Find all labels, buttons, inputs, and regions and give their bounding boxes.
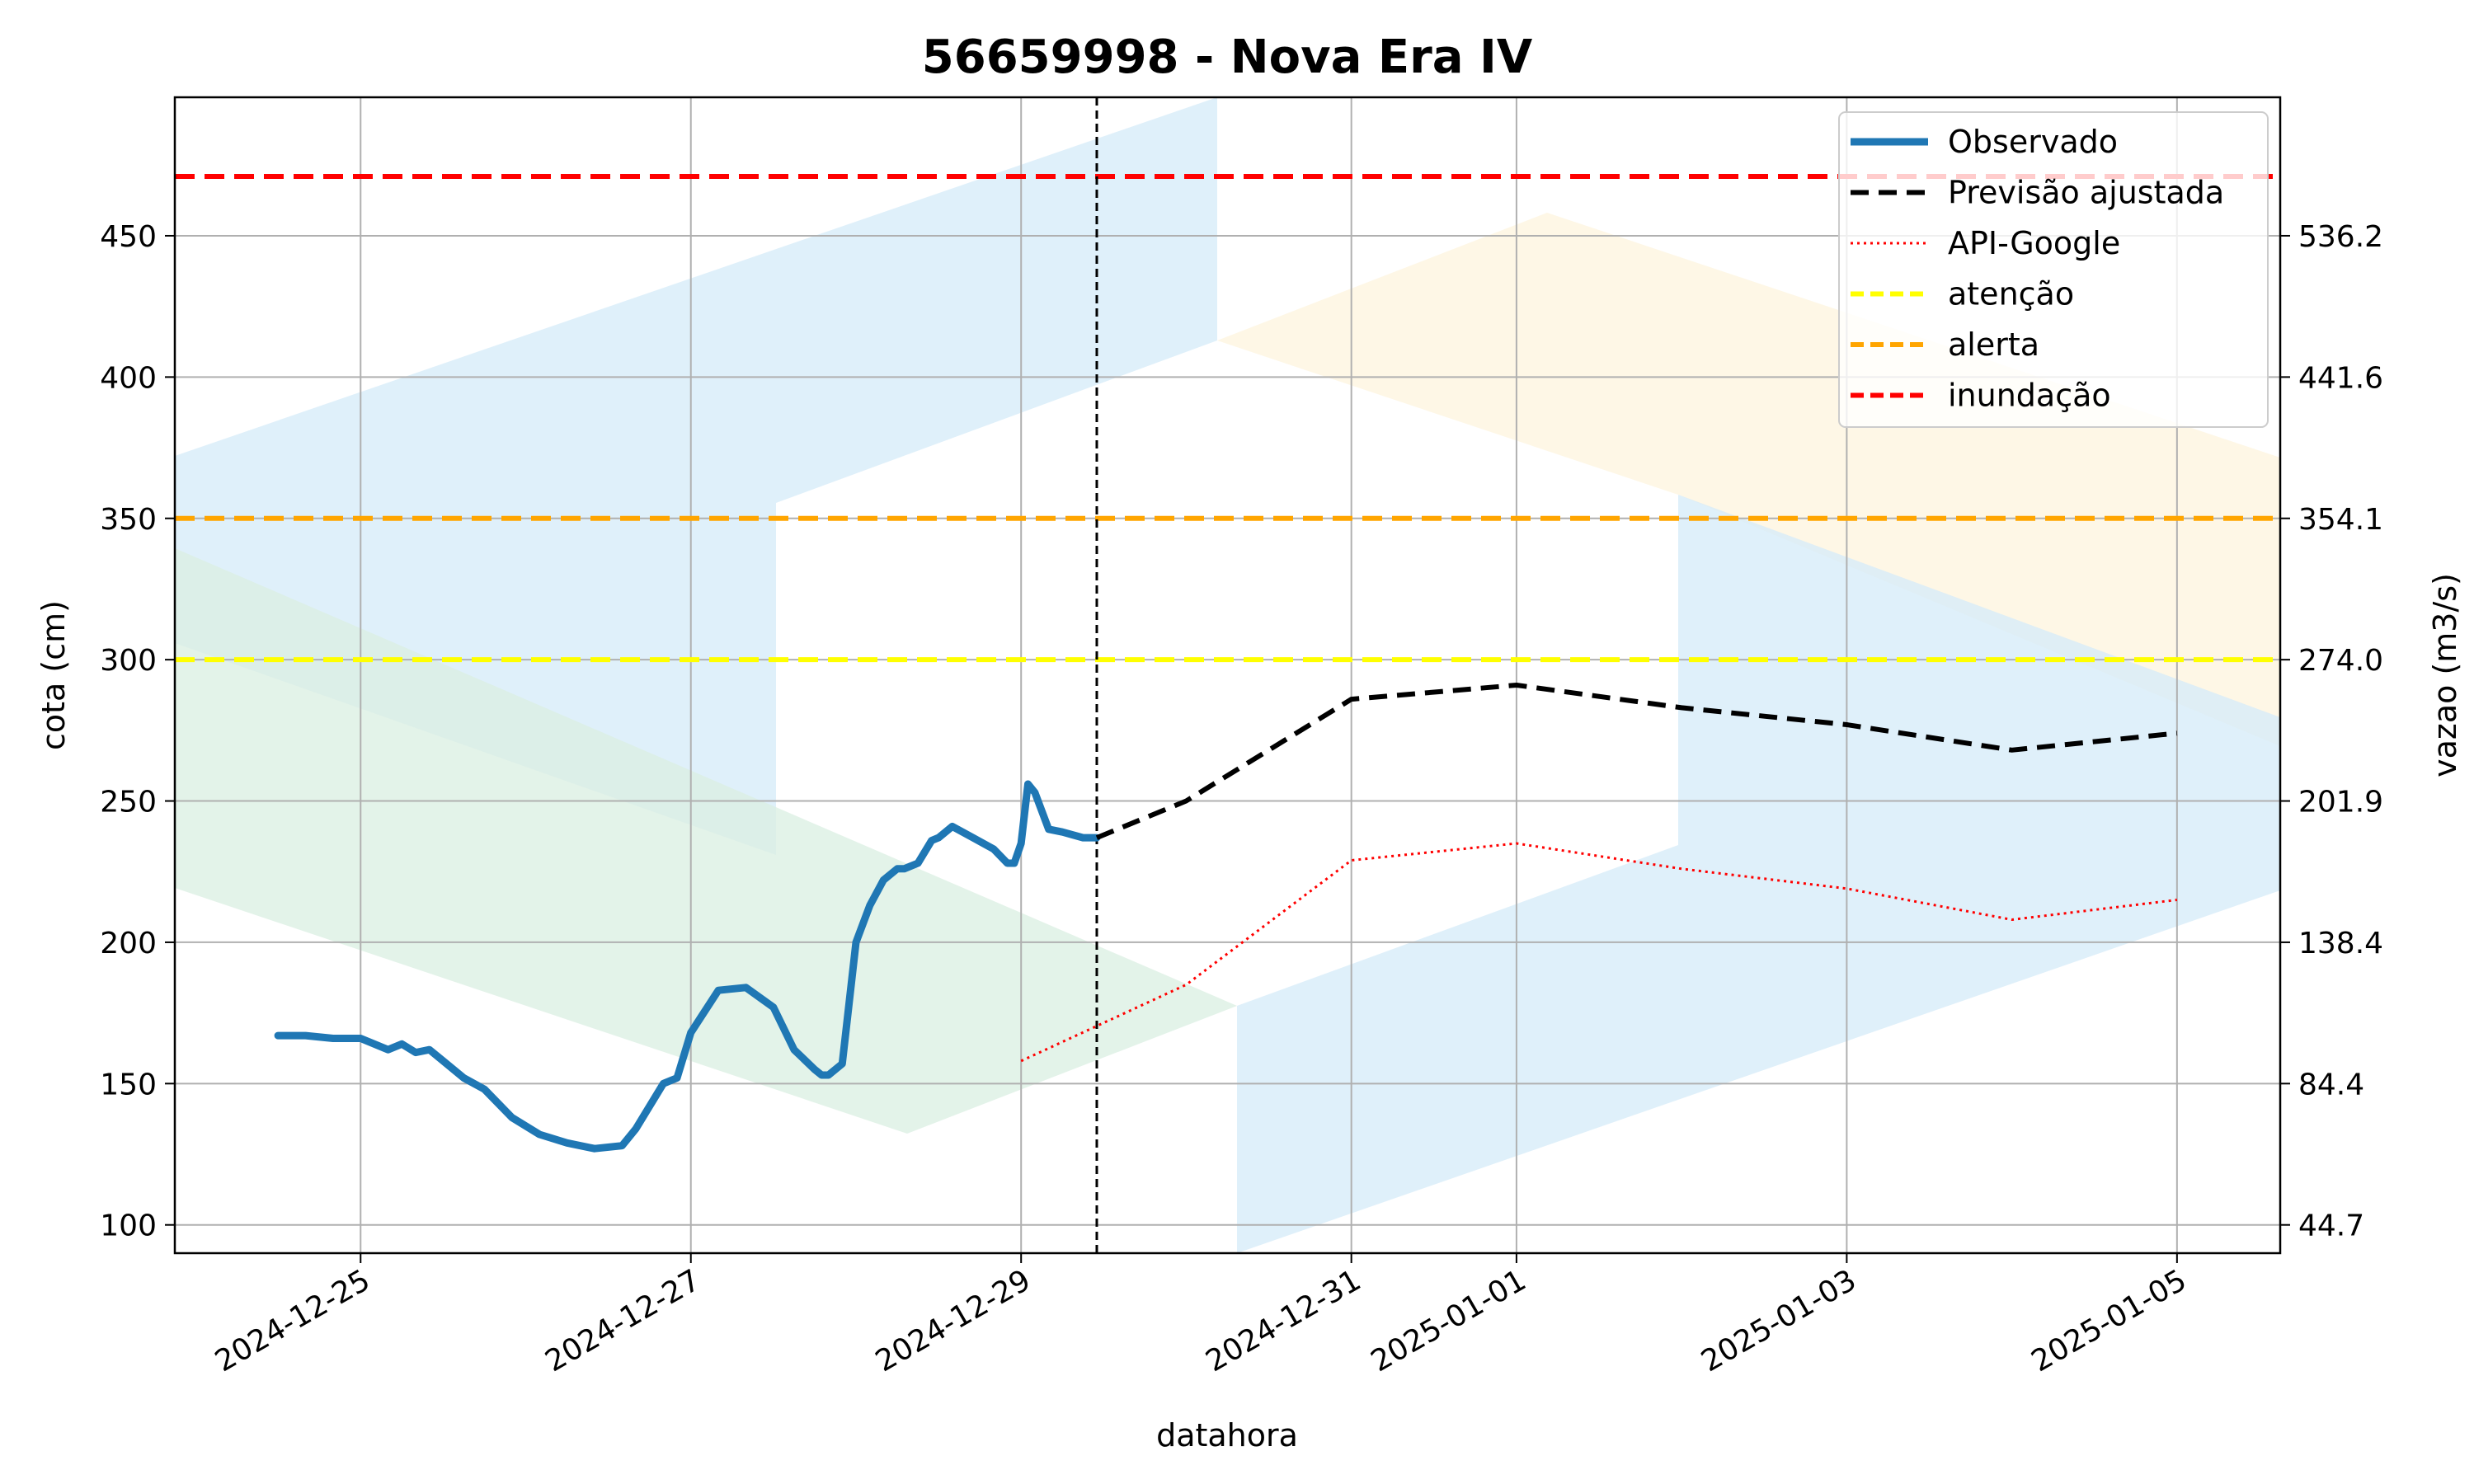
chart-title: 56659998 - Nova Era IV [922, 31, 1533, 84]
x-tick-label: 2025-01-01 [1366, 1263, 1532, 1378]
y-axis-right-label: vazao (m3/s) [2427, 573, 2463, 777]
legend-label: atenção [1948, 276, 2074, 312]
y-axis-right-ticks: 44.7 84.4 138.4 201.9 274.0 354.1 441.6 536.2 [2280, 220, 2383, 1243]
y-right-tick-label: 201.9 [2298, 786, 2383, 819]
x-axis-label: datahora [1156, 1417, 1298, 1453]
y-tick-label: 400 [100, 361, 157, 395]
plot-frame [173, 96, 2282, 1255]
y-right-tick-label: 274.0 [2298, 644, 2383, 678]
legend-label: API-Google [1948, 225, 2120, 261]
legend-label: Observado [1948, 124, 2118, 160]
y-tick-label: 100 [100, 1209, 157, 1243]
y-tick-label: 300 [100, 644, 157, 678]
y-right-tick-label: 84.4 [2298, 1068, 2364, 1101]
y-right-tick-label: 536.2 [2298, 220, 2383, 254]
x-tick-label: 2024-12-27 [540, 1263, 707, 1378]
x-tick-label: 2024-12-25 [209, 1263, 376, 1378]
x-axis-ticks: 2024-12-25 2024-12-27 2024-12-29 2024-12-31… [209, 1253, 2192, 1378]
y-right-tick-label: 354.1 [2298, 503, 2383, 537]
series-line [1095, 683, 2178, 840]
x-tick-label: 2024-12-31 [1200, 1263, 1366, 1378]
y-tick-label: 200 [100, 927, 157, 960]
y-right-tick-label: 441.6 [2298, 361, 2383, 395]
x-tick-label: 2025-01-03 [1696, 1263, 1862, 1378]
plot-area [173, 96, 2282, 1255]
y-tick-label: 350 [100, 503, 157, 537]
y-right-tick-label: 44.7 [2298, 1209, 2364, 1243]
legend-label: Previsão ajustada [1948, 175, 2224, 211]
series-line [274, 780, 1101, 1153]
legend-box [1838, 111, 2269, 428]
legend: Observado Previsão ajustada API-Google aten… [1838, 111, 2269, 428]
x-tick-label: 2025-01-05 [2026, 1263, 2193, 1378]
series-layer [274, 683, 2178, 1153]
watermark-logo [175, 97, 2280, 1253]
legend-label: alerta [1948, 326, 2039, 363]
y-tick-label: 250 [100, 786, 157, 819]
y-axis-label: cota (cm) [35, 600, 72, 750]
y-right-tick-label: 138.4 [2298, 927, 2383, 960]
y-axis-ticks: 100 150 200 250 300 350 400 450 [100, 220, 175, 1243]
y-tick-label: 150 [100, 1068, 157, 1101]
y-tick-label: 450 [100, 220, 157, 254]
legend-label: inundação [1948, 378, 2111, 414]
x-tick-label: 2024-12-29 [870, 1263, 1037, 1378]
